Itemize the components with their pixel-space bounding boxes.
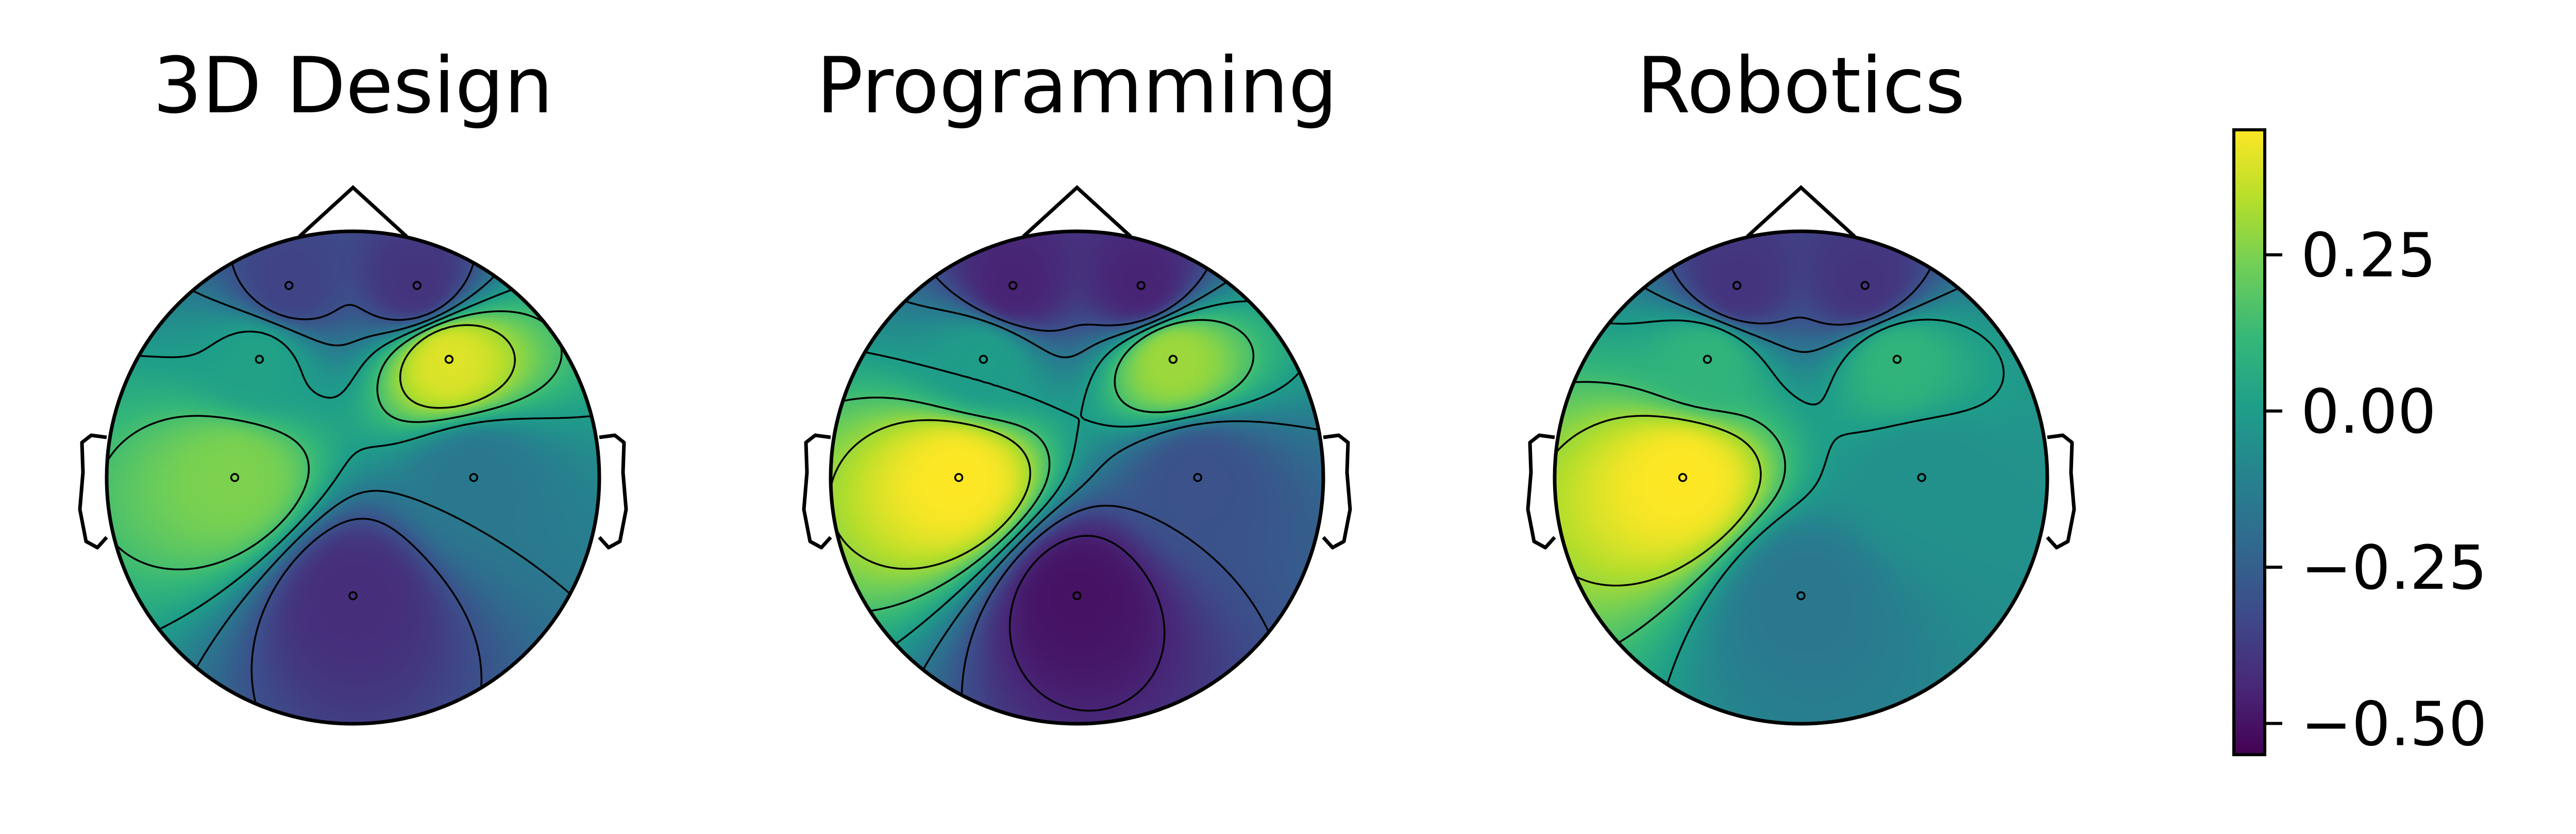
right-ear-outline [1322, 433, 1352, 550]
panel-title: Programming [817, 41, 1338, 131]
panel-title: Robotics [1637, 41, 1965, 131]
sensor-marker [1168, 354, 1178, 364]
head-outline [105, 229, 601, 726]
left-ear-outline [802, 433, 832, 550]
sensor-marker [444, 354, 454, 364]
left-ear-outline [1526, 433, 1556, 550]
sensor-marker [1193, 473, 1202, 482]
sensor-marker [1072, 591, 1082, 601]
sensor-marker [1678, 473, 1688, 482]
contour-line [1008, 535, 1166, 712]
topomap-heatmap [1555, 231, 2047, 724]
sensor-marker [954, 473, 964, 482]
sensor-marker [1796, 591, 1806, 601]
sensor-marker [1860, 281, 1870, 290]
sensor-marker [412, 281, 422, 290]
sensor-marker [1136, 281, 1146, 290]
sensor-marker [230, 473, 240, 482]
panel-title: 3D Design [153, 41, 553, 131]
sensor-marker [255, 354, 264, 364]
topomap-panel-robotics: Robotics [1526, 41, 2076, 726]
left-ear-outline [78, 433, 108, 550]
topomap-heatmap [831, 231, 1323, 724]
head-outline [829, 229, 1325, 726]
right-ear-outline [598, 433, 628, 550]
nose-outline [1746, 185, 1856, 238]
nose-outline [298, 185, 408, 238]
sensor-marker [1008, 281, 1018, 290]
sensor-marker [284, 281, 294, 290]
contour-line [831, 419, 1032, 570]
colorbar-gradient [2232, 128, 2266, 756]
sensor-marker [979, 354, 988, 364]
colorbar: 0.25 0.00 −0.25 −0.50 [2232, 128, 2487, 759]
sensor-marker [1892, 354, 1902, 364]
contour-line [399, 324, 516, 409]
nose-outline [1022, 185, 1132, 238]
topomap-panel-3d-design: 3D Design [78, 41, 628, 726]
colorbar-tick-label: 0.00 [2301, 376, 2436, 447]
sensor-marker [348, 591, 358, 601]
sensor-marker [469, 473, 478, 482]
topomap-panel-programming: Programming [802, 41, 1352, 726]
colorbar-tick-label: −0.25 [2301, 532, 2487, 603]
sensor-marker [1703, 354, 1712, 364]
colorbar-tick-label: 0.25 [2301, 220, 2436, 291]
right-ear-outline [2046, 433, 2076, 550]
colorbar-tick-label: −0.50 [2301, 688, 2487, 759]
sensor-marker [1732, 281, 1742, 290]
contour-line [107, 310, 563, 571]
contour-line [831, 319, 1255, 614]
sensor-marker [1917, 473, 1926, 482]
head-outline [1553, 229, 2049, 726]
